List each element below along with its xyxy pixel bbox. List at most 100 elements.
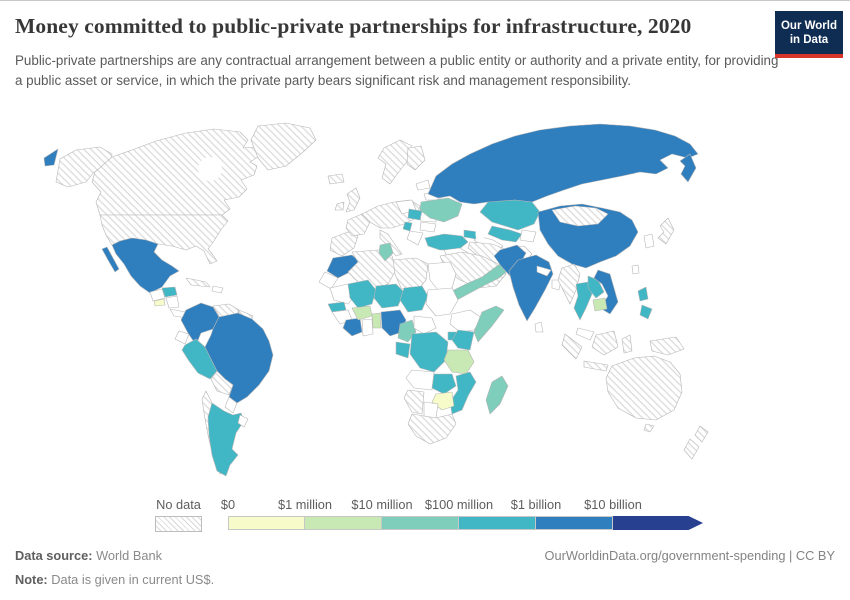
country-benin-togo[interactable]: [371, 312, 382, 329]
country-bolivia[interactable]: [210, 370, 234, 396]
country-vietnam[interactable]: [593, 269, 619, 315]
country-ghana[interactable]: [361, 318, 374, 337]
legend-bin-2[interactable]: [382, 516, 459, 530]
legend-bin-3[interactable]: [459, 516, 536, 530]
country-nicaragua[interactable]: [165, 295, 180, 309]
country-cuba[interactable]: [185, 277, 211, 288]
country-paraguay[interactable]: [224, 396, 238, 414]
country-russia-kamchatka[interactable]: [679, 153, 697, 183]
country-hispaniola[interactable]: [211, 285, 224, 294]
no-data-swatch[interactable]: [155, 516, 202, 532]
country-turkey[interactable]: [424, 233, 469, 251]
country-baltics[interactable]: [415, 179, 431, 191]
country-cote-divoire[interactable]: [342, 317, 363, 337]
country-egypt[interactable]: [427, 261, 457, 291]
country-el-salvador[interactable]: [153, 298, 166, 307]
country-australia[interactable]: [605, 355, 683, 421]
country-new-zealand-south[interactable]: [683, 438, 700, 460]
country-new-guinea[interactable]: [649, 336, 685, 356]
country-philippines-south[interactable]: [639, 304, 653, 320]
country-canada[interactable]: [91, 128, 262, 216]
country-namibia[interactable]: [403, 389, 425, 415]
chart-footer: Data source: World Bank Note: Data is gi…: [15, 544, 835, 593]
country-tasmania[interactable]: [643, 423, 655, 433]
country-philippines-north[interactable]: [637, 286, 649, 302]
country-argentina[interactable]: [207, 402, 245, 477]
country-botswana[interactable]: [423, 401, 439, 419]
country-ethiopia[interactable]: [449, 309, 483, 333]
country-honduras[interactable]: [161, 286, 178, 298]
country-angola[interactable]: [405, 369, 435, 391]
country-korea[interactable]: [643, 233, 655, 249]
country-indonesia-sumatra[interactable]: [561, 333, 583, 360]
data-source-line: Data source: World Bank: [15, 544, 214, 568]
country-zambia[interactable]: [431, 373, 457, 395]
country-sri-lanka[interactable]: [534, 321, 544, 333]
country-brazil[interactable]: [204, 312, 274, 404]
country-united-kingdom[interactable]: [345, 187, 361, 213]
country-kazakhstan[interactable]: [479, 199, 541, 231]
country-colombia[interactable]: [180, 302, 220, 346]
country-dr-congo[interactable]: [409, 331, 449, 373]
owid-logo-line1: Our World: [780, 20, 837, 32]
country-gabon-congo[interactable]: [395, 341, 411, 359]
country-nepal[interactable]: [536, 265, 552, 277]
country-serbia[interactable]: [407, 208, 423, 221]
legend-bin-4[interactable]: [536, 516, 613, 530]
country-greenland[interactable]: [250, 122, 317, 171]
legend-segments: [228, 515, 728, 532]
country-mozambique[interactable]: [449, 371, 477, 415]
country-chukotka-russia[interactable]: [43, 148, 59, 167]
country-iceland[interactable]: [327, 173, 345, 185]
country-uzbekistan[interactable]: [487, 225, 523, 243]
country-albania[interactable]: [402, 221, 413, 232]
country-guatemala[interactable]: [149, 288, 166, 302]
country-mali[interactable]: [347, 279, 377, 309]
country-india[interactable]: [508, 254, 554, 322]
legend-bin-1[interactable]: [305, 516, 382, 530]
country-caucasus[interactable]: [463, 229, 479, 240]
country-italy[interactable]: [379, 229, 403, 257]
country-peru[interactable]: [181, 338, 218, 380]
country-burkina-faso[interactable]: [351, 305, 373, 321]
owid-logo[interactable]: Our World in Data: [775, 11, 843, 58]
country-ecuador[interactable]: [174, 330, 190, 345]
country-ukraine[interactable]: [419, 197, 463, 223]
country-cambodia[interactable]: [592, 297, 608, 312]
country-central-african-republic[interactable]: [413, 315, 437, 335]
country-somalia[interactable]: [473, 305, 505, 343]
country-tanzania[interactable]: [443, 349, 475, 375]
country-kenya[interactable]: [451, 329, 475, 351]
country-russia[interactable]: [427, 123, 699, 205]
legend-bin-5[interactable]: [613, 515, 703, 531]
country-mexico-baja[interactable]: [101, 246, 120, 273]
country-myanmar[interactable]: [557, 263, 581, 305]
country-spain-portugal[interactable]: [329, 231, 359, 257]
country-ireland[interactable]: [334, 201, 345, 211]
country-mexico[interactable]: [111, 237, 180, 294]
country-taiwan[interactable]: [631, 264, 640, 275]
country-new-zealand-north[interactable]: [694, 425, 709, 443]
country-tunisia[interactable]: [378, 242, 394, 262]
country-madagascar[interactable]: [485, 375, 509, 415]
hudson-bay: [198, 157, 222, 181]
owid-link[interactable]: OurWorldinData.org/government-spending |…: [544, 548, 835, 563]
country-niger[interactable]: [373, 283, 405, 309]
country-bulgaria[interactable]: [419, 221, 437, 233]
country-scandinavia[interactable]: [377, 139, 413, 185]
country-greece[interactable]: [406, 230, 424, 246]
country-finland[interactable]: [406, 145, 426, 171]
country-kyrgyzstan-tajikistan[interactable]: [519, 229, 537, 243]
country-indonesia-sulawesi[interactable]: [621, 334, 633, 354]
legend-bin-0[interactable]: [228, 516, 305, 530]
country-sudan[interactable]: [425, 287, 459, 317]
country-indonesia-borneo[interactable]: [591, 330, 619, 356]
country-malaysia[interactable]: [575, 327, 595, 341]
country-south-africa[interactable]: [407, 413, 457, 445]
country-indonesia-java[interactable]: [583, 360, 609, 372]
country-chad[interactable]: [399, 285, 429, 313]
country-japan[interactable]: [657, 217, 675, 245]
country-uruguay[interactable]: [237, 414, 249, 428]
country-mongolia[interactable]: [551, 205, 609, 227]
